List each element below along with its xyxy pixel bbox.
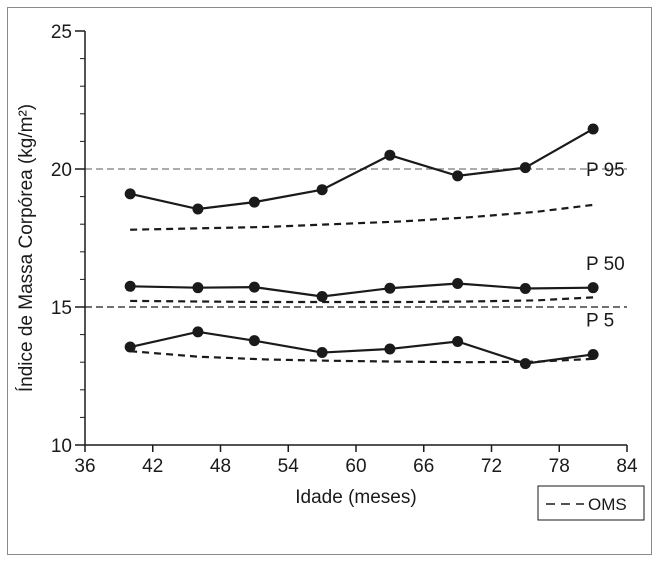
series-line-p-50 [130,282,594,298]
figure-border [7,7,652,555]
y-tick-label-20: 20 [51,160,72,181]
data-point-p-5-69 [452,336,464,347]
data-point-p-95-69 [452,170,464,182]
x-tick-label-78: 78 [549,456,570,477]
data-point-p-50-81 [587,282,599,294]
data-point-p-50-63 [384,282,396,294]
data-point-p-50-75 [519,283,531,295]
data-point-p-5-51 [248,335,260,347]
data-point-p-5-46 [192,326,204,338]
data-point-p-95-40 [124,188,136,200]
x-tick-label-60: 60 [345,456,366,477]
x-tick-label-72: 72 [481,456,502,477]
data-point-p-95-46 [192,203,204,215]
series-label-p-5: P 5 [586,310,614,331]
x-tick-label-48: 48 [210,456,231,477]
data-point-p-95-57 [316,184,328,196]
series-label-p-50: P 50 [586,254,625,275]
data-point-p-50-51 [248,281,260,293]
y-axis-title: Índice de Massa Corpórea (kg/m²) [16,104,37,392]
x-tick-label-42: 42 [142,456,163,477]
series-layer [124,123,599,370]
series-line-p-5 [129,330,594,365]
y-tick-label-25: 25 [51,22,72,43]
data-point-p-50-69 [452,278,464,290]
data-point-p-5-81 [587,348,599,360]
series-line-p-95 [129,128,594,211]
x-tick-label-84: 84 [616,456,638,477]
data-point-p-5-57 [316,347,328,359]
data-point-p-50-46 [192,282,204,294]
series-labels: P 95 P 50 P 5 [586,160,625,331]
x-axis-title: Idade (meses) [295,487,416,508]
data-point-p-50-57 [316,291,328,303]
data-point-p-95-63 [384,149,396,161]
series-label-p-95: P 95 [586,160,625,181]
y-tick-label-10: 10 [51,436,72,457]
data-point-p-5-75 [519,358,531,370]
legend-box [537,485,645,521]
legend: OMS [537,485,645,521]
x-tick-label-36: 36 [74,456,95,477]
data-point-p-5-63 [384,343,396,355]
data-point-p-5-40 [124,341,136,353]
legend-label-oms: OMS [588,495,627,514]
oms-reference-curve-4 [130,296,594,304]
data-point-p-95-75 [519,162,531,174]
data-point-p-50-40 [124,280,136,292]
reference-lines [85,168,627,308]
x-tick-label-54: 54 [278,456,300,477]
axes: 10 15 20 25 36 42 48 54 60 66 72 78 84 [51,22,638,477]
data-point-p-95-81 [587,123,599,135]
data-point-p-95-51 [248,196,260,208]
x-tick-label-66: 66 [413,456,434,477]
y-tick-label-15: 15 [51,298,72,319]
